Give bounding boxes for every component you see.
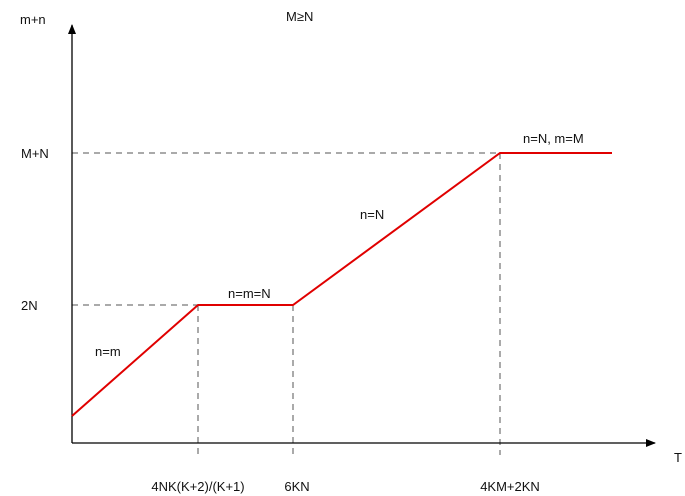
y-tick-label: 2N <box>21 298 38 313</box>
annotation-label: n=N, m=M <box>523 131 584 146</box>
curve-line <box>71 152 612 417</box>
y-tick-label: M+N <box>21 146 49 161</box>
x-tick-label: 6KN <box>284 479 309 494</box>
x-tick-label: 4KM+2KN <box>480 479 540 494</box>
x-axis-label: T <box>674 450 682 465</box>
chart-title: M≥N <box>286 9 313 24</box>
annotation-label: n=m=N <box>228 286 271 301</box>
annotation-label: n=N <box>360 207 384 222</box>
annotation-label: n=m <box>95 344 121 359</box>
x-tick-label: 4NK(K+2)/(K+1) <box>151 479 244 494</box>
y-axis-label: m+n <box>20 12 46 27</box>
